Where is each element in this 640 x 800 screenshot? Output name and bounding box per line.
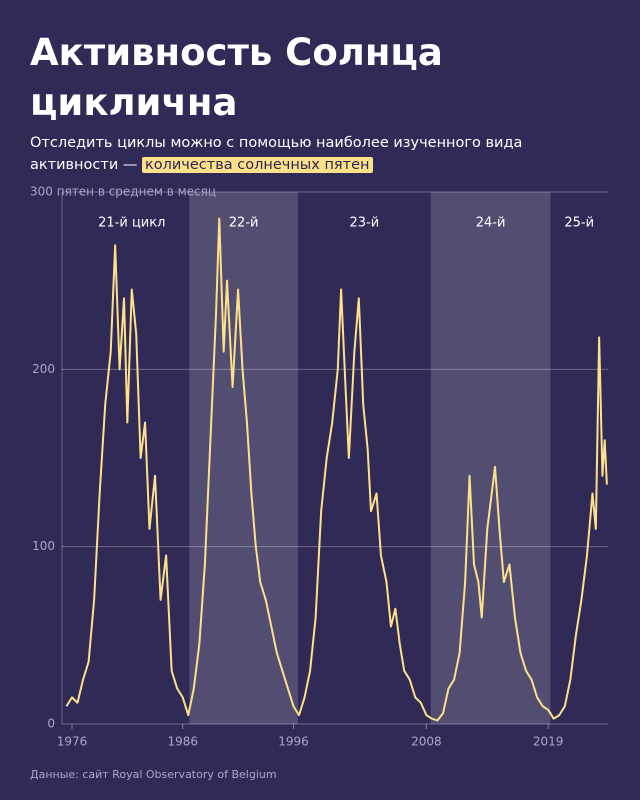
x-tick-label: 2019 [533, 735, 564, 749]
y-tick-label: 300 пятен в среднем в месяц [30, 185, 216, 199]
subtitle: Отследить циклы можно с помощью наиболее… [30, 132, 610, 176]
cycle-band [430, 192, 551, 724]
cycle-label: 22-й [229, 216, 259, 231]
cycle-label: 25-й [564, 216, 594, 231]
y-tick-label: 200 [32, 362, 55, 376]
cycle-label: 21-й цикл [98, 216, 165, 231]
title: Активность Солнца циклична [30, 31, 443, 124]
subtitle-highlight: количества солнечных пятен [141, 157, 373, 173]
y-tick-label: 100 [32, 539, 55, 553]
cycle-band [189, 192, 298, 724]
sunspot-line [65, 217, 608, 722]
cycle-label: 23-й [350, 216, 380, 231]
x-tick-label: 1986 [167, 735, 198, 749]
y-tick-label: 0 [47, 717, 55, 731]
x-tick-label: 2008 [411, 735, 442, 749]
source: Данные: сайт Royal Observatory of Belgiu… [30, 768, 277, 781]
subtitle-text: Отследить циклы можно с помощью наиболее… [30, 135, 523, 173]
x-tick-label: 1996 [278, 735, 309, 749]
x-tick-label: 1976 [57, 735, 88, 749]
cycle-label: 24-й [476, 216, 506, 231]
